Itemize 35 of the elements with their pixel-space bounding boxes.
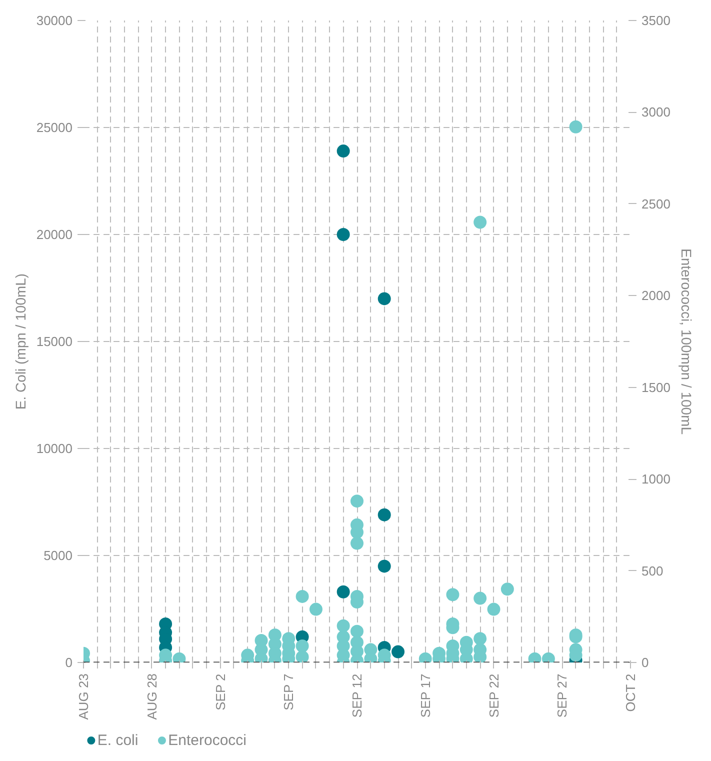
y2-tick-label: 2000 xyxy=(642,288,670,304)
y2-tick-label: 500 xyxy=(642,563,664,578)
x-tick-label: SEP 7 xyxy=(281,674,296,710)
point xyxy=(336,228,350,241)
y2-tick-label: 2500 xyxy=(642,196,670,212)
point xyxy=(336,144,350,158)
x-tick-label: AUG 23 xyxy=(76,673,91,720)
legend-label: Enterococci xyxy=(168,732,246,749)
y-tick-label: 5000 xyxy=(44,548,72,563)
y2-axis-title: Enterococci, 100mpn / 100mL xyxy=(678,248,694,435)
legend-label: E. coli xyxy=(97,732,138,749)
x-tick-label: SEP 12 xyxy=(350,674,364,718)
y-tick-label: 30000 xyxy=(36,13,73,28)
y-tick-label: 25000 xyxy=(36,120,73,135)
x-tick-label: AUG 28 xyxy=(144,673,160,720)
x-tick-label: SEP 17 xyxy=(418,674,433,718)
y-tick-label: 0 xyxy=(65,655,73,670)
y2-tick-label: 3000 xyxy=(642,104,670,120)
y2-tick-label: 0 xyxy=(642,655,649,670)
x-tick-label: SEP 22 xyxy=(486,674,502,718)
y-tick-label: 20000 xyxy=(36,227,73,242)
y2-tick-label: 1500 xyxy=(642,380,670,395)
x-tick-label: SEP 27 xyxy=(554,674,570,718)
y-tick-label: 15000 xyxy=(36,334,73,349)
point xyxy=(378,508,391,522)
y2-tick-label: 3500 xyxy=(642,13,670,28)
y2-tick-label: 1000 xyxy=(642,472,670,487)
x-tick-label: SEP 2 xyxy=(212,674,228,710)
x-tick-label: OCT 2 xyxy=(623,674,638,712)
point xyxy=(336,585,350,598)
point xyxy=(392,645,405,658)
point xyxy=(378,560,391,573)
y-axis-title: E. Coli (mpn / 100mL) xyxy=(12,273,28,410)
y-tick-label: 10000 xyxy=(36,441,73,456)
point xyxy=(378,292,391,306)
